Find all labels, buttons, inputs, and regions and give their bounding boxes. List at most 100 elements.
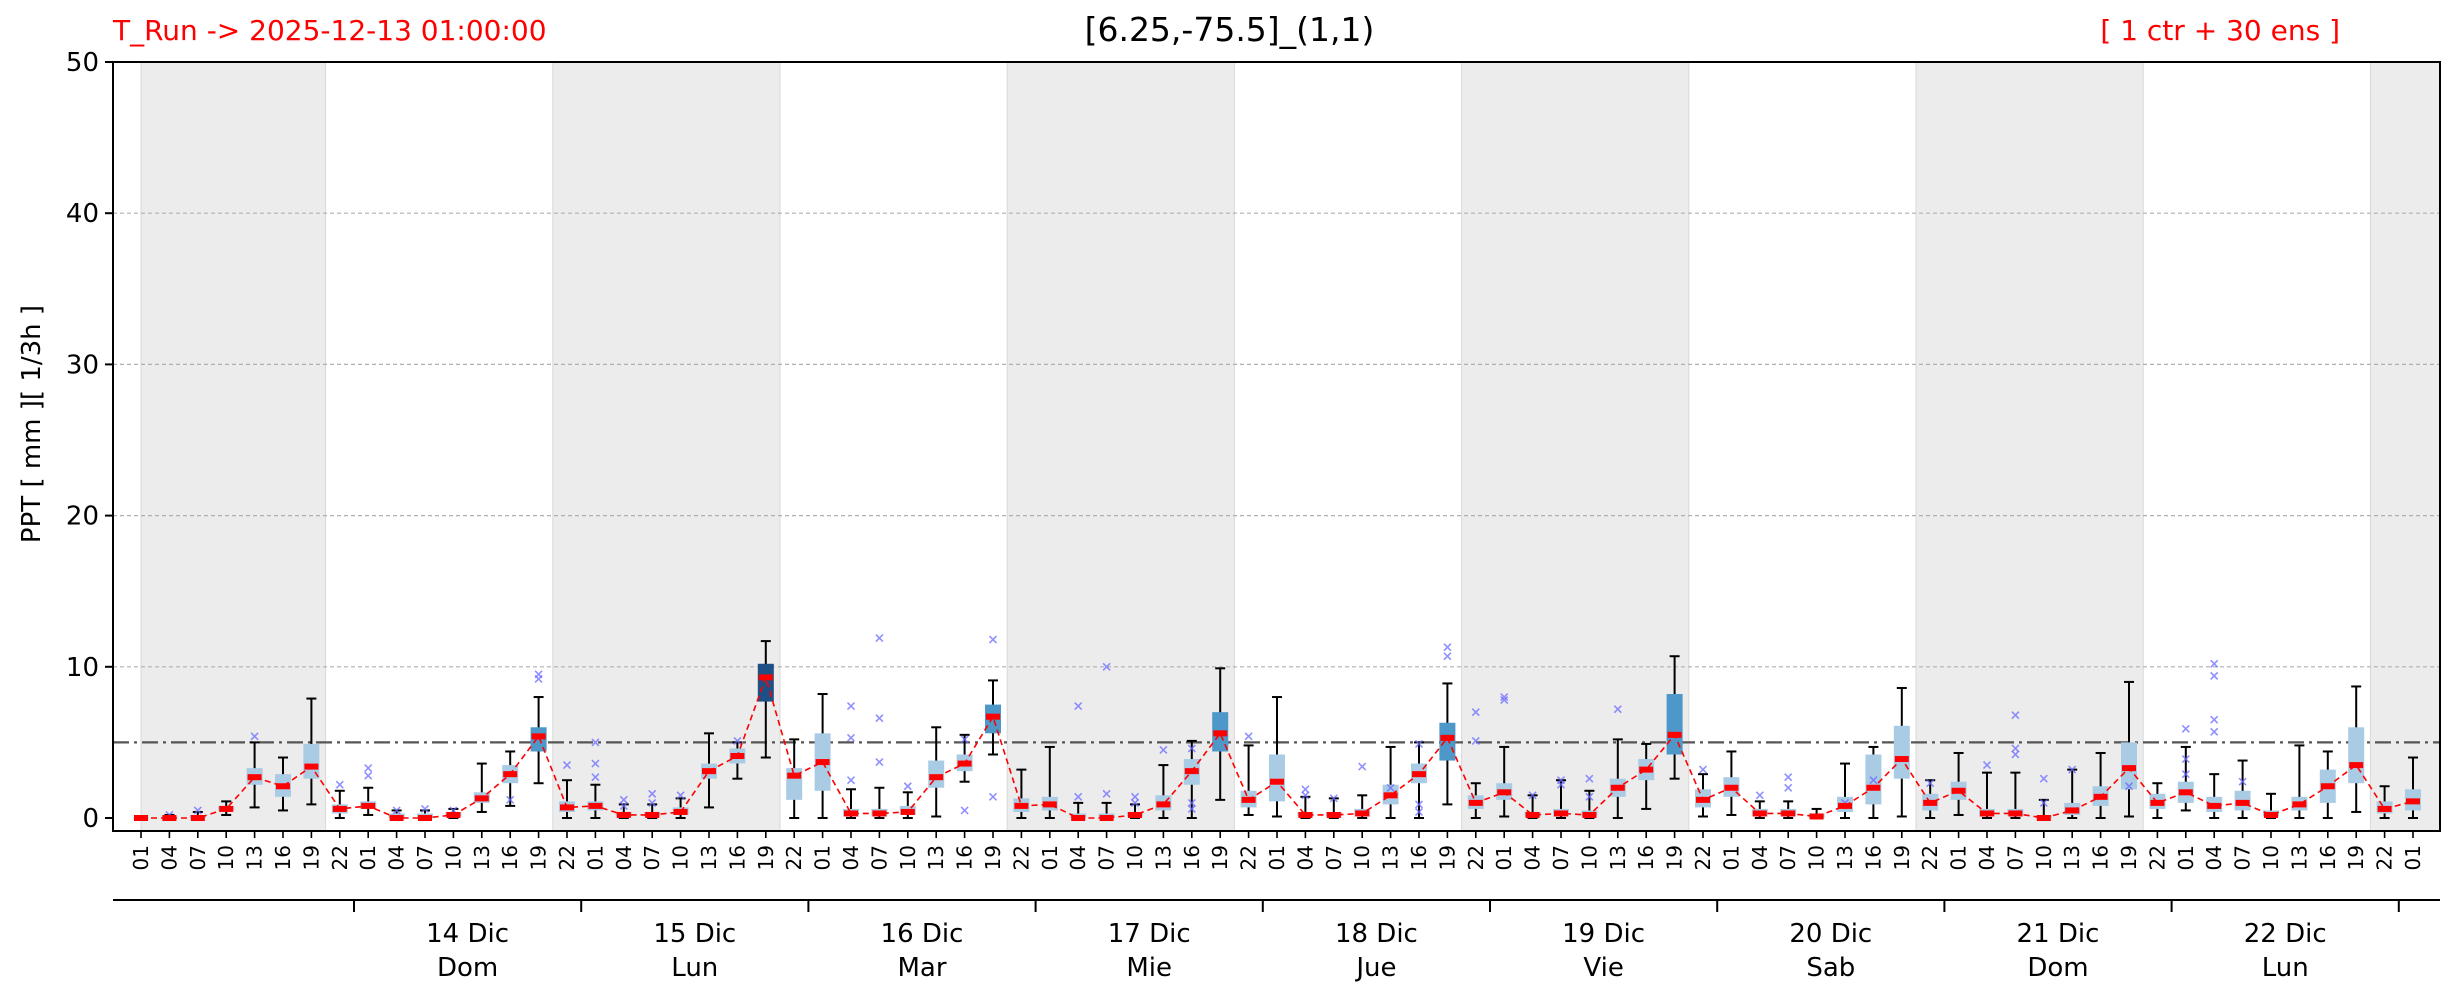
x-tick-label: 10 (1350, 845, 1374, 870)
box-62 (1893, 686, 1910, 818)
x-tick-label: 13 (1833, 845, 1857, 870)
outlier-point-35 (1102, 662, 1111, 671)
x-tick-label: 19 (981, 845, 1005, 870)
x-tick-label: 01 (1265, 845, 1289, 870)
median-marker-42 (1326, 811, 1341, 818)
outlier-point-41 (1187, 798, 1196, 807)
median-marker-62 (1894, 756, 1909, 763)
median-marker-55 (1696, 796, 1710, 803)
outlier-point-73 (2011, 744, 2020, 753)
outlier-point-46 (1329, 794, 1338, 803)
x-tick-label: 19 (1208, 845, 1232, 870)
box-72 (2177, 745, 2194, 812)
box-6 (303, 697, 320, 806)
outlier-point-36 (1102, 789, 1111, 798)
median-marker-40 (1270, 778, 1284, 785)
outlier-point-50 (1414, 800, 1424, 809)
x-tick-label: 22 (782, 845, 806, 870)
x-tick-label: 04 (157, 845, 181, 870)
x-tick-label: 22 (1691, 845, 1715, 870)
outlier-point-75 (2039, 774, 2048, 783)
x-tick-label: 16 (2316, 845, 2340, 870)
outlier-point-55 (1471, 708, 1480, 717)
y-axis: 0 10 20 30 40 50 (66, 48, 113, 834)
median-marker-68 (2065, 807, 2080, 814)
x-tick-label: 10 (669, 845, 693, 870)
median-marker-13 (503, 771, 518, 778)
x-tick-label: 10 (2032, 845, 2056, 870)
outlier-point-18 (648, 789, 657, 798)
day-weekday-label: Mar (897, 953, 946, 983)
outlier-point-23 (846, 733, 856, 742)
box-14 (530, 696, 547, 785)
outlier-point-76 (2039, 798, 2048, 807)
outlier-point-82 (2210, 659, 2219, 668)
median-marker-24 (815, 759, 830, 766)
median-marker-37 (1184, 768, 1199, 775)
median-marker-72 (2178, 789, 2193, 796)
median-marker-20 (702, 768, 716, 775)
outlier-point-37 (1130, 798, 1140, 807)
day-date-label: 18 Dic (1335, 919, 1418, 949)
median-marker-64 (1951, 787, 1966, 794)
outlier-point-12 (562, 761, 572, 770)
median-marker-74 (2235, 799, 2250, 806)
median-marker-59 (1809, 813, 1824, 820)
x-tick-label: 10 (2259, 845, 2283, 870)
y-tick-label: 10 (66, 653, 99, 683)
outlier-point-53 (1443, 652, 1452, 661)
median-marker-53 (1639, 766, 1654, 773)
median-marker-58 (1781, 810, 1796, 817)
x-tick-label: 22 (1918, 845, 1942, 870)
x-tick-label: 13 (1151, 845, 1175, 870)
day-date-label: 20 Dic (1789, 919, 1872, 949)
outlier-point-30 (960, 735, 969, 744)
median-marker-75 (2264, 811, 2278, 818)
outlier-point-6 (392, 806, 401, 815)
outlier-point-54 (1471, 736, 1480, 745)
day-weekday-label: Lun (671, 953, 718, 983)
outlier-point-7 (420, 804, 430, 813)
x-tick-label: 01 (583, 845, 607, 870)
median-marker-45 (1412, 771, 1426, 778)
median-marker-48 (1497, 789, 1512, 796)
iqr-box (1666, 694, 1683, 755)
outlier-point-3 (335, 780, 344, 789)
median-marker-8 (361, 802, 376, 809)
outlier-point-49 (1414, 739, 1424, 748)
iqr-box (530, 727, 547, 752)
outlier-point-2 (250, 732, 259, 741)
x-tick-label: 07 (1776, 845, 1800, 870)
outlier-point-63 (1613, 705, 1622, 714)
x-tick-label: 01 (2401, 845, 2425, 870)
median-marker-47 (1468, 799, 1483, 806)
median-marker-33 (1071, 815, 1086, 821)
median-marker-4 (247, 774, 262, 781)
x-tick-label: 07 (1549, 845, 1573, 870)
box-7 (331, 789, 348, 819)
x-tick-label: 16 (2089, 845, 2113, 870)
box-23 (786, 738, 803, 819)
x-tick-label: 19 (2117, 845, 2141, 870)
x-tick-label: 07 (2003, 845, 2027, 870)
x-tick-label: 04 (1066, 845, 1090, 870)
median-marker-31 (1014, 802, 1029, 809)
median-marker-43 (1355, 810, 1370, 817)
outlier-point-65 (1755, 791, 1764, 800)
x-tick-label: 04 (1293, 845, 1317, 870)
x-tick-label: 01 (1947, 845, 1971, 870)
median-marker-44 (1383, 792, 1398, 799)
x-tick-label: 22 (555, 845, 579, 870)
outliers-layer (165, 634, 2247, 820)
x-tick-label: 01 (1719, 845, 1743, 870)
outlier-point-86 (2238, 777, 2247, 786)
outlier-point-56 (1500, 692, 1509, 702)
outlier-point-25 (875, 634, 884, 643)
x-tick-label: 22 (2145, 845, 2169, 870)
median-marker-21 (730, 753, 745, 760)
x-tick-label: 04 (385, 845, 409, 870)
day-date-label: 19 Dic (1562, 919, 1645, 949)
x-tick-label: 01 (2174, 845, 2198, 870)
x-tick-label: 01 (1038, 845, 1062, 870)
y-tick-label: 40 (66, 199, 99, 229)
